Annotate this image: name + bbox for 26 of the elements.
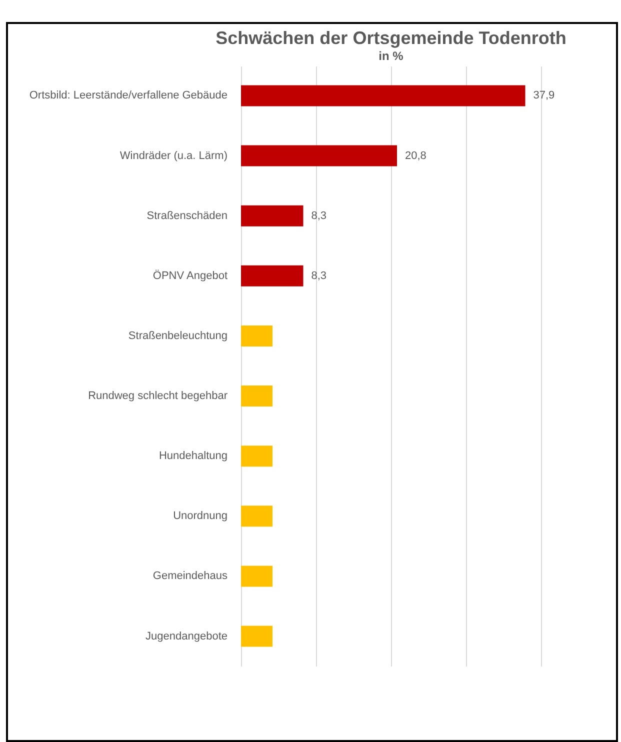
- y-tick-label: Rundweg schlecht begehbar: [88, 390, 228, 402]
- y-tick-label: Straßenbeleuchtung: [128, 330, 228, 342]
- bar: [241, 446, 272, 467]
- data-label: 20,8: [405, 150, 426, 162]
- y-tick-label: Ortsbild: Leerstände/verfallene Gebäude: [29, 90, 228, 102]
- bar: [241, 386, 272, 407]
- y-tick-label: ÖPNV Angebot: [152, 268, 228, 282]
- y-tick-label: Windräder (u.a. Lärm): [120, 150, 228, 162]
- chart-title: Schwächen der Ortsgemeinde Todenroth: [216, 28, 566, 48]
- y-tick-label: Gemeindehaus: [152, 570, 228, 582]
- bar: [241, 265, 304, 286]
- data-label: 8,3: [311, 270, 327, 282]
- chart-subtitle: in %: [378, 49, 404, 63]
- y-tick-label: Hundehaltung: [158, 450, 228, 462]
- y-tick-label: Jugendangebote: [146, 630, 228, 642]
- bar: [241, 145, 397, 166]
- bar: [241, 566, 272, 587]
- data-label: 8,3: [311, 210, 327, 222]
- bar: [241, 205, 304, 226]
- bar: [241, 325, 272, 346]
- y-tick-label: Straßenschäden: [146, 210, 228, 222]
- bar: [241, 85, 526, 106]
- y-tick-label: Unordnung: [173, 510, 228, 522]
- bar: [241, 626, 272, 647]
- data-label: 37,9: [533, 90, 555, 102]
- bar: [241, 506, 272, 527]
